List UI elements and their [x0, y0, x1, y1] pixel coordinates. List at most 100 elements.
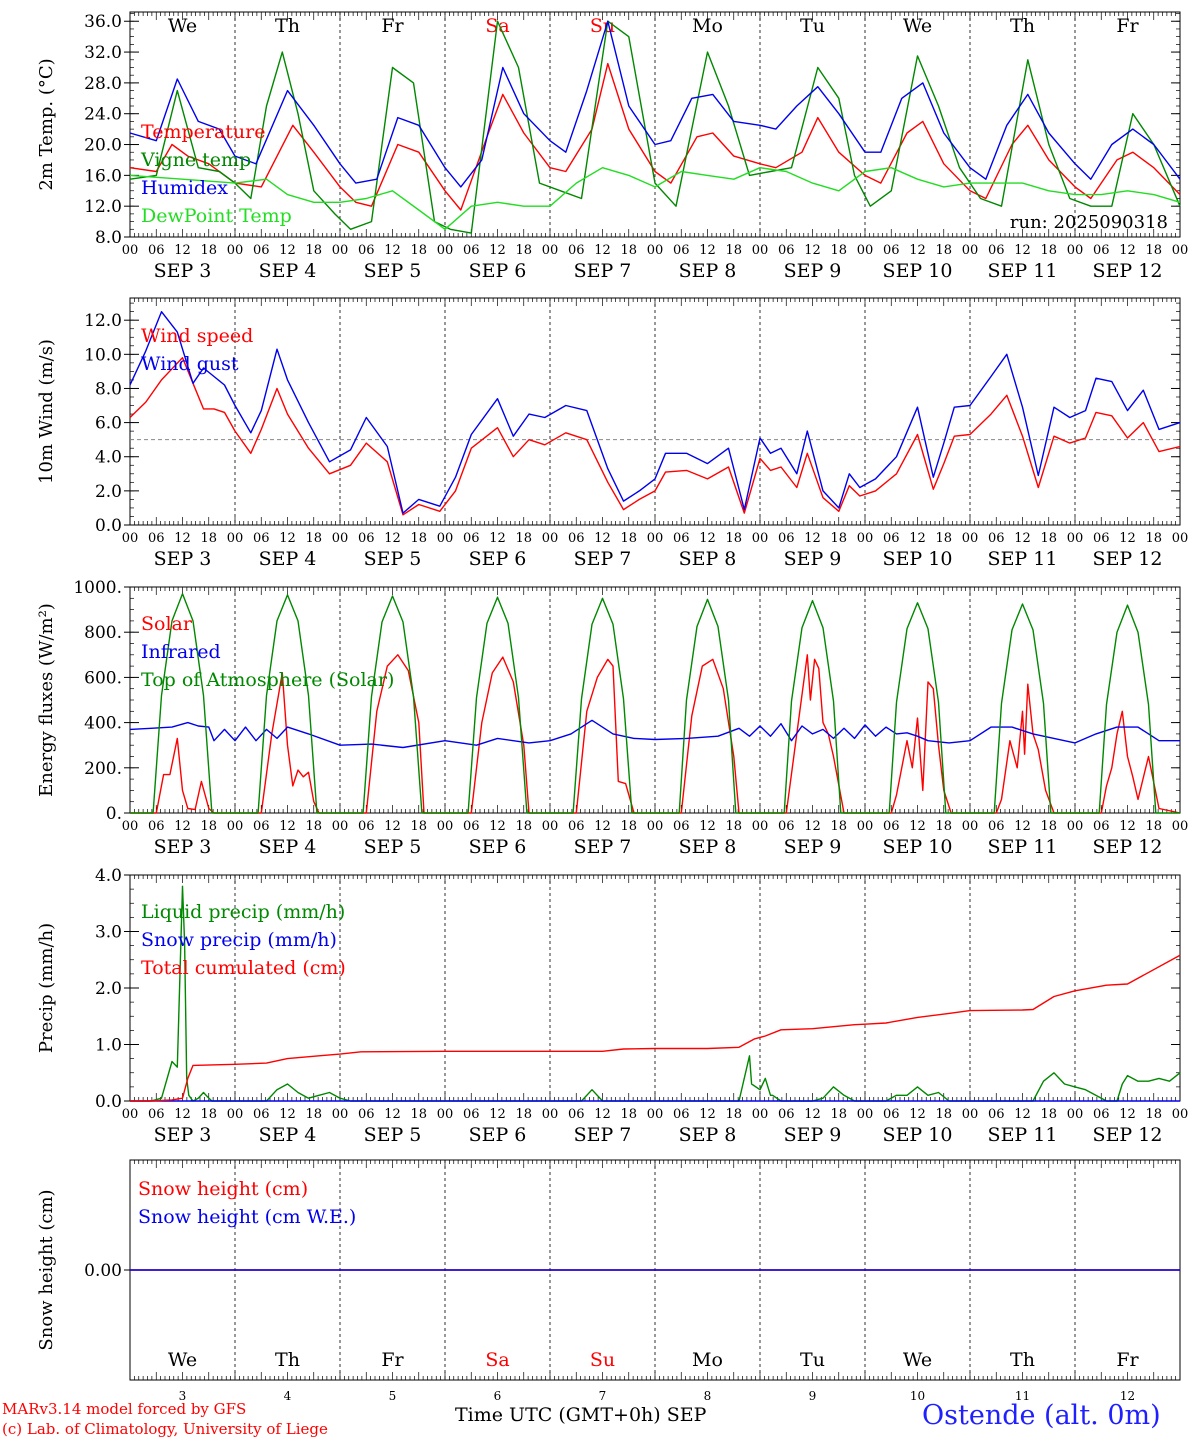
temp-y-axis-title: 2m Temp. (°C): [36, 58, 57, 190]
wind-date-label: SEP 12: [1093, 548, 1163, 570]
weekday-label: Fr: [1116, 15, 1139, 37]
energy-hour-label: 06: [778, 819, 795, 834]
precip-date-label: SEP 3: [154, 1124, 212, 1146]
precip-hour-label: 00: [437, 1107, 454, 1122]
time-axis-label: Time UTC (GMT+0h) SEP: [455, 1404, 707, 1426]
precip-date-label: SEP 10: [883, 1124, 953, 1146]
temp-hour-label: 18: [935, 243, 952, 258]
wind-hour-label: 06: [883, 531, 900, 546]
wind-date-label: SEP 8: [679, 548, 737, 570]
wind-hour-label: 12: [174, 531, 191, 546]
weekday-label: We: [168, 1349, 197, 1371]
wind-hour-label: 18: [305, 531, 322, 546]
precip-date-label: SEP 11: [988, 1124, 1058, 1146]
weekday-label: We: [168, 15, 197, 37]
energy-hour-label: 00: [227, 819, 244, 834]
energy-series-green: [130, 593, 1180, 814]
energy-hour-label: 00: [962, 819, 979, 834]
temp-hour-label: 18: [515, 243, 532, 258]
temp-hour-label: 18: [620, 243, 637, 258]
precip-series-green: [130, 885, 1181, 1102]
wind-hour-label: 06: [673, 531, 690, 546]
temp-y-tick-label: 8.0: [95, 228, 122, 248]
energy-date-label: SEP 12: [1093, 836, 1163, 858]
precip-hour-label: 12: [1014, 1107, 1031, 1122]
energy-legend-entry: Infrared: [141, 641, 221, 663]
temp-hour-label: 00: [122, 243, 139, 258]
precip-hour-label: 12: [594, 1107, 611, 1122]
weekday-label: Tu: [800, 15, 825, 37]
wind-hour-label: 00: [1067, 531, 1084, 546]
precip-hour-label: 06: [148, 1107, 165, 1122]
wind-hour-label: 00: [647, 531, 664, 546]
energy-legend-entry: Solar: [141, 613, 193, 635]
energy-hour-label: 00: [122, 819, 139, 834]
wind-hour-label: 12: [804, 531, 821, 546]
precip-y-tick-label: 4.0: [95, 866, 122, 886]
energy-hour-label: 00: [1172, 819, 1189, 834]
energy-series-red: [130, 654, 1181, 814]
energy-hour-label: 06: [568, 819, 585, 834]
snow-y-tick-label: 0.00: [84, 1261, 122, 1281]
wind-legend-entry: Wind speed: [141, 325, 253, 347]
temp-hour-label: 06: [673, 243, 690, 258]
wind-hour-label: 18: [830, 531, 847, 546]
energy-hour-label: 06: [463, 819, 480, 834]
day-number: 7: [599, 1389, 607, 1403]
precip-hour-label: 12: [804, 1107, 821, 1122]
precip-hour-label: 06: [463, 1107, 480, 1122]
wind-date-label: SEP 11: [988, 548, 1058, 570]
temp-hour-label: 12: [279, 243, 296, 258]
precip-hour-label: 00: [122, 1107, 139, 1122]
wind-hour-label: 00: [857, 531, 874, 546]
energy-hour-label: 12: [1119, 819, 1136, 834]
temp-hour-label: 12: [909, 243, 926, 258]
temp-series-lightgreen: [129, 166, 1181, 231]
energy-hour-label: 06: [148, 819, 165, 834]
temp-hour-label: 06: [253, 243, 270, 258]
wind-hour-label: 12: [699, 531, 716, 546]
precip-hour-label: 12: [909, 1107, 926, 1122]
wind-hour-label: 18: [935, 531, 952, 546]
temp-hour-label: 00: [647, 243, 664, 258]
energy-hour-label: 18: [830, 819, 847, 834]
energy-hour-label: 12: [594, 819, 611, 834]
temp-hour-label: 18: [200, 243, 217, 258]
precip-hour-label: 06: [988, 1107, 1005, 1122]
wind-hour-label: 00: [962, 531, 979, 546]
weekday-label: Tu: [800, 1349, 825, 1371]
day-number: 3: [179, 1389, 187, 1403]
energy-hour-label: 00: [332, 819, 349, 834]
energy-hour-label: 00: [857, 819, 874, 834]
temp-date-label: SEP 6: [469, 260, 527, 282]
wind-hour-label: 06: [148, 531, 165, 546]
day-number: 6: [494, 1389, 502, 1403]
weekday-label: We: [903, 15, 932, 37]
wind-hour-label: 18: [725, 531, 742, 546]
temp-hour-label: 18: [725, 243, 742, 258]
temp-hour-label: 00: [752, 243, 769, 258]
precip-hour-label: 00: [857, 1107, 874, 1122]
temp-date-label: SEP 9: [784, 260, 842, 282]
energy-date-label: SEP 3: [154, 836, 212, 858]
energy-hour-label: 18: [935, 819, 952, 834]
weekday-label: Su: [590, 15, 615, 37]
temp-hour-label: 12: [699, 243, 716, 258]
precip-hour-label: 00: [752, 1107, 769, 1122]
day-number: 8: [704, 1389, 712, 1403]
wind-hour-label: 00: [752, 531, 769, 546]
station-label: Ostende (alt. 0m): [922, 1400, 1161, 1431]
wind-hour-label: 06: [253, 531, 270, 546]
energy-hour-label: 12: [174, 819, 191, 834]
wind-hour-label: 06: [358, 531, 375, 546]
energy-date-label: SEP 4: [259, 836, 317, 858]
temp-y-tick-label: 36.0: [84, 12, 122, 32]
day-number: 11: [1015, 1389, 1030, 1403]
energy-hour-label: 12: [804, 819, 821, 834]
wind-hour-label: 12: [279, 531, 296, 546]
precip-hour-label: 00: [542, 1107, 559, 1122]
wind-date-label: SEP 4: [259, 548, 317, 570]
wind-hour-label: 00: [332, 531, 349, 546]
temp-hour-label: 00: [332, 243, 349, 258]
energy-hour-label: 00: [542, 819, 559, 834]
